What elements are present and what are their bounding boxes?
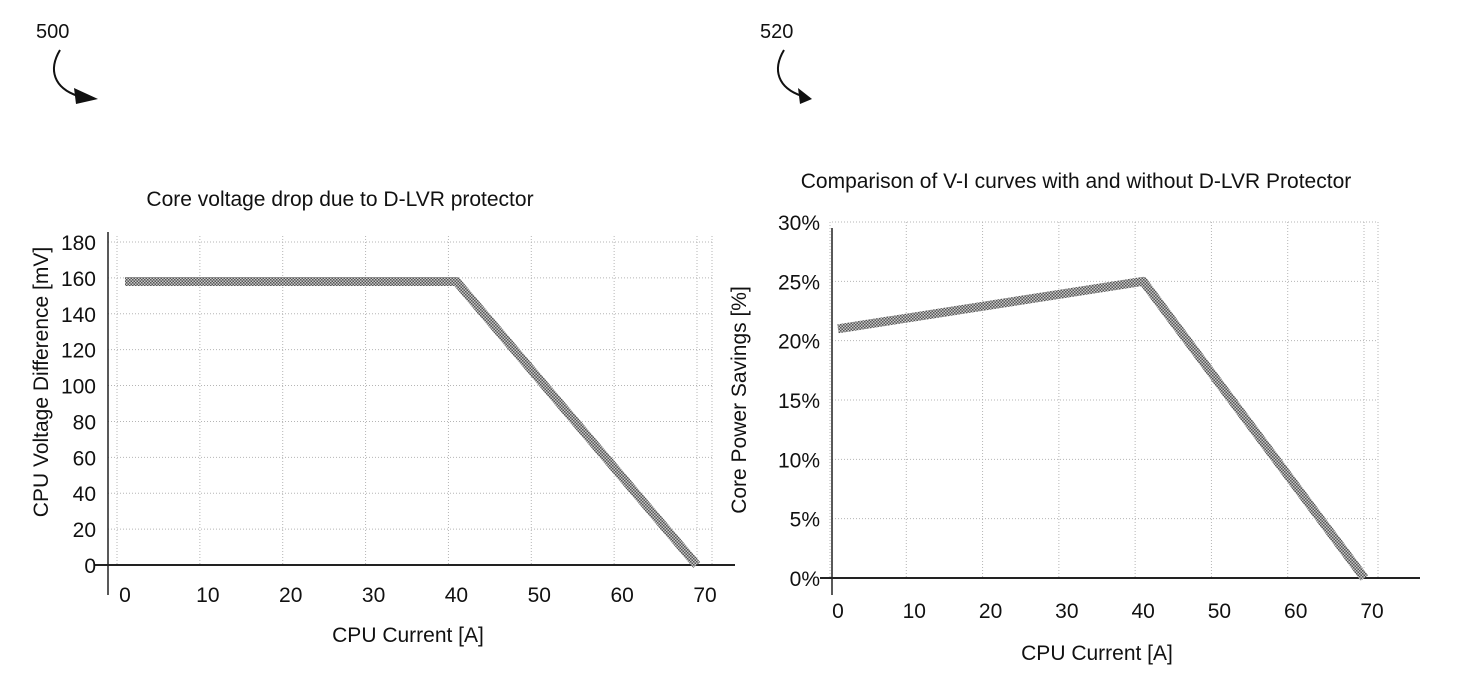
y-tick-label: 15% [778, 390, 820, 413]
x-tick-label: 10 [903, 600, 926, 623]
x-tick-label: 70 [1360, 600, 1383, 623]
figure-ref-500: 500 [36, 21, 98, 104]
y-tick-label: 5% [790, 509, 820, 532]
ref-label-520: 520 [760, 21, 793, 43]
x-tick-label: 40 [445, 584, 468, 607]
x-axis-label: CPU Current [A] [1021, 642, 1173, 665]
x-tick-label: 50 [528, 584, 551, 607]
x-tick-label: 60 [610, 584, 633, 607]
x-tick-label: 0 [832, 600, 844, 623]
y-tick-label: 20 [73, 519, 96, 542]
figure-ref-520: 520 [760, 21, 812, 104]
x-axis-label: CPU Current [A] [332, 624, 484, 647]
x-tick-label: 30 [1055, 600, 1078, 623]
y-tick-label: 20% [778, 331, 820, 354]
x-tick-label: 70 [693, 584, 716, 607]
x-tick-label: 30 [362, 584, 385, 607]
ref-arrow-icon [777, 49, 803, 97]
y-tick-label: 0 [84, 555, 96, 578]
x-tick-label: 60 [1284, 600, 1307, 623]
chart-title: Comparison of V-I curves with and withou… [801, 170, 1352, 193]
y-tick-label: 10% [778, 449, 820, 472]
x-tick-label: 0 [119, 584, 131, 607]
y-tick-label: 140 [61, 304, 96, 327]
ref-label-500: 500 [36, 21, 69, 43]
x-tick-label: 20 [279, 584, 302, 607]
series-line [837, 276, 1368, 581]
x-tick-label: 50 [1208, 600, 1231, 623]
y-tick-label: 120 [61, 340, 96, 363]
y-tick-label: 30% [778, 212, 820, 235]
y-tick-label: 60 [73, 447, 96, 470]
y-axis-label: CPU Voltage Difference [mV] [30, 247, 53, 517]
y-tick-label: 80 [73, 411, 96, 434]
chart-title: Core voltage drop due to D-LVR protector [146, 188, 533, 211]
arrowhead-icon [798, 88, 812, 104]
series-line [125, 276, 701, 568]
ref-arrow-icon [53, 49, 79, 97]
x-tick-label: 20 [979, 600, 1002, 623]
y-tick-label: 180 [61, 232, 96, 255]
y-tick-label: 100 [61, 376, 96, 399]
y-tick-label: 40 [73, 483, 96, 506]
chart-core-voltage-drop: Core voltage drop due to D-LVR protector… [30, 188, 735, 647]
y-axis-label: Core Power Savings [%] [728, 286, 751, 514]
chart-core-power-savings: Comparison of V-I curves with and withou… [728, 170, 1420, 665]
arrowhead-icon [74, 88, 98, 104]
y-tick-label: 0% [790, 568, 820, 591]
y-tick-label: 160 [61, 268, 96, 291]
x-tick-label: 10 [196, 584, 219, 607]
x-tick-label: 40 [1131, 600, 1154, 623]
y-tick-label: 25% [778, 271, 820, 294]
